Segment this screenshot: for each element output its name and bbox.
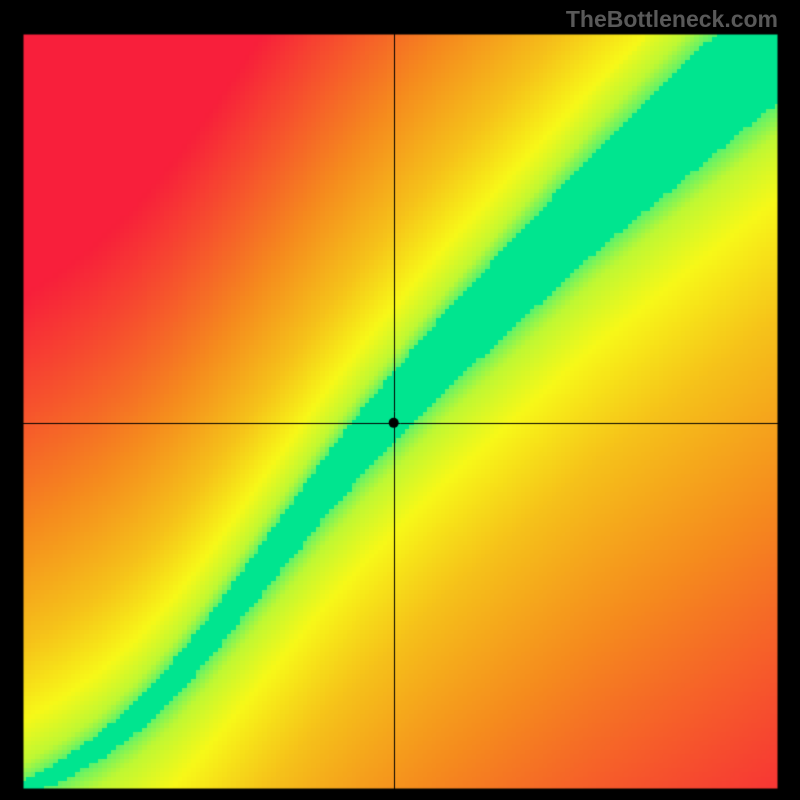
chart-container: TheBottleneck.com [0, 0, 800, 800]
bottleneck-heatmap [0, 0, 800, 800]
watermark-text: TheBottleneck.com [566, 6, 778, 33]
